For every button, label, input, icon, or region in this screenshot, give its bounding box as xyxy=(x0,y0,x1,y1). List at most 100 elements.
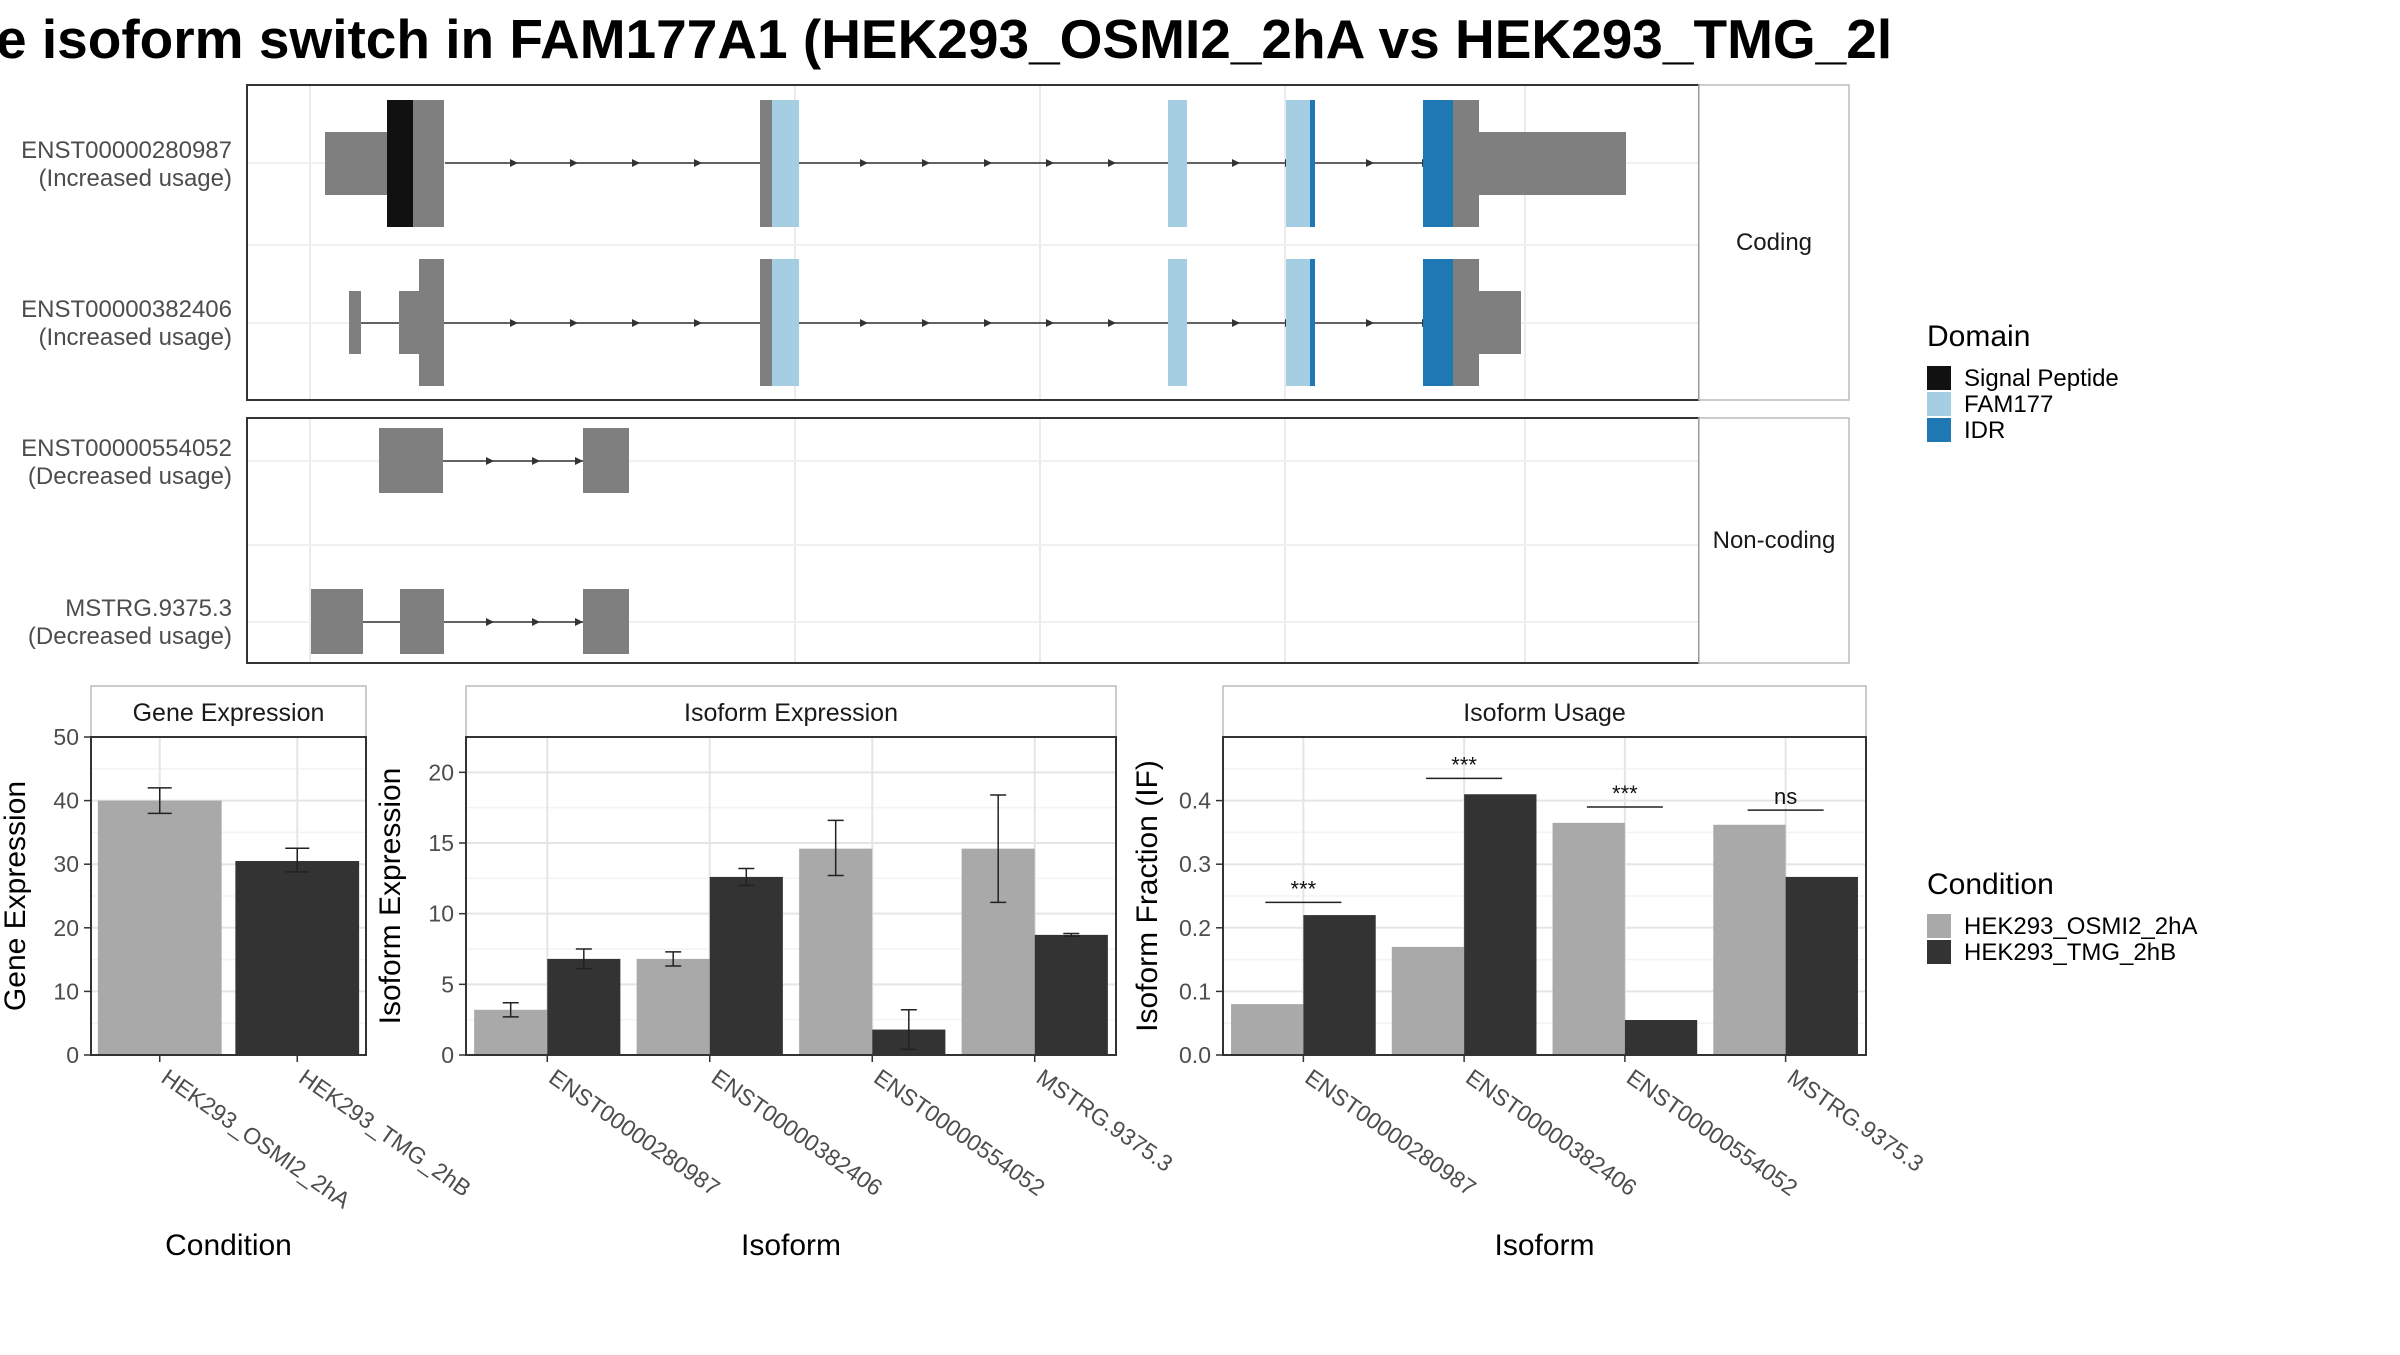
x-tick-label: ENST00000382406 xyxy=(1461,1064,1641,1201)
noncoding-exon xyxy=(583,589,629,654)
intron-arrow xyxy=(984,319,992,327)
fam177-domain xyxy=(1286,259,1310,386)
intron-arrow xyxy=(486,457,494,465)
y-tick-label: 50 xyxy=(53,724,79,750)
chart-panel-2: Isoform Expression 0 5 10 15 20 ENST0000028098… xyxy=(374,685,1178,1262)
idr-domain xyxy=(1310,100,1315,227)
transcript-track-enst00000280987 xyxy=(325,100,1626,227)
y-tick-label: 20 xyxy=(428,759,454,785)
y-tick-label: 30 xyxy=(53,851,79,877)
coding-exon xyxy=(413,100,444,227)
x-tick-label: ENST00000554052 xyxy=(1622,1064,1802,1201)
domain-legend: Domain Signal Peptide FAM177 IDR xyxy=(1927,320,2119,444)
transcript-track-mstrg-9375-3 xyxy=(311,589,629,654)
legend-swatch-fam177 xyxy=(1927,392,1951,416)
domain-legend-title: Domain xyxy=(1927,320,2030,353)
intron-arrow xyxy=(532,457,540,465)
bar xyxy=(1231,1004,1304,1055)
x-axis-title: Condition xyxy=(165,1229,292,1262)
y-tick-label: 0 xyxy=(441,1042,454,1068)
noncoding-exon xyxy=(379,428,443,493)
transcript-track-enst00000382406 xyxy=(349,259,1521,386)
fam177-domain xyxy=(1168,259,1187,386)
intron-arrow xyxy=(984,159,992,167)
panel-title: Gene Expression xyxy=(133,699,325,727)
y-tick-label: 10 xyxy=(53,978,79,1004)
x-axis-title: Isoform xyxy=(741,1229,841,1262)
bar xyxy=(1624,1020,1698,1055)
intron-arrow xyxy=(1366,319,1374,327)
bar xyxy=(1303,915,1376,1055)
x-tick-label: MSTRG.9375.3 xyxy=(1032,1064,1178,1177)
y-tick-label: 5 xyxy=(441,971,454,997)
noncoding-panel-frame xyxy=(246,417,1700,664)
facet-label-coding: Coding xyxy=(1736,229,1812,256)
legend-label-fam177: FAM177 xyxy=(1964,391,2053,418)
panel-frame xyxy=(90,736,367,1056)
y-tick-label: 0.0 xyxy=(1179,1042,1211,1068)
y-tick-label: 15 xyxy=(428,830,454,856)
condition-legend: Condition HEK293_OSMI2_2hA HEK293_TMG_2h… xyxy=(1927,868,2197,966)
y-tick-label: 10 xyxy=(428,901,454,927)
bar xyxy=(1552,822,1625,1055)
panel-title: Isoform Expression xyxy=(684,699,898,727)
fam177-domain xyxy=(1286,100,1310,227)
bar-charts: Gene Expression01020304050HEK293_OSMI2_2… xyxy=(0,685,1929,1262)
legend-label-cond2: HEK293_TMG_2hB xyxy=(1964,939,2176,966)
y-axis-title: Isoform Expression xyxy=(374,768,407,1025)
legend-swatch-cond2 xyxy=(1927,940,1951,964)
bar xyxy=(799,848,873,1055)
intron-arrow xyxy=(632,159,640,167)
utr-exon xyxy=(325,132,387,195)
y-tick-label: 40 xyxy=(53,788,79,814)
utr-exon xyxy=(349,291,361,354)
intron-arrow xyxy=(570,319,578,327)
y-axis-title: Gene Expression xyxy=(0,781,32,1011)
idr-domain xyxy=(1423,100,1453,227)
intron-arrow xyxy=(694,319,702,327)
transcript-label-id: ENST00000554052 xyxy=(21,435,232,462)
transcript-label-note: (Decreased usage) xyxy=(28,463,232,490)
y-axis-title: Isoform Fraction (IF) xyxy=(1131,760,1164,1032)
intron-arrow xyxy=(510,319,518,327)
transcript-label-id: MSTRG.9375.3 xyxy=(65,595,232,622)
panel-title: Isoform Usage xyxy=(1463,699,1626,727)
bar xyxy=(547,958,621,1055)
x-tick-label: ENST00000280987 xyxy=(1301,1064,1481,1201)
intron-arrow xyxy=(486,618,494,626)
bar xyxy=(235,861,360,1055)
transcript-structure-plot: Coding Non-coding ENST00000280987 (Incre… xyxy=(21,84,1850,664)
fam177-domain xyxy=(772,259,799,386)
y-tick-label: 0.2 xyxy=(1179,915,1211,941)
significance-label: *** xyxy=(1612,781,1638,806)
condition-legend-title: Condition xyxy=(1927,868,2054,901)
bar xyxy=(1713,824,1786,1055)
x-tick-label: MSTRG.9375.3 xyxy=(1783,1064,1929,1177)
fam177-domain xyxy=(1168,100,1187,227)
utr-exon xyxy=(1479,291,1521,354)
y-tick-label: 0.4 xyxy=(1179,788,1211,814)
intron-arrow xyxy=(1046,159,1054,167)
transcript-label-note: (Increased usage) xyxy=(39,165,232,192)
significance-label: ns xyxy=(1774,784,1797,809)
panel-strip xyxy=(1222,685,1867,738)
y-tick-label: 0.1 xyxy=(1179,978,1211,1004)
legend-label-signal-peptide: Signal Peptide xyxy=(1964,365,2119,392)
intron-arrow xyxy=(575,457,583,465)
utr-exon xyxy=(399,291,419,354)
panel-strip xyxy=(465,685,1117,738)
noncoding-exon xyxy=(400,589,444,654)
panel-frame xyxy=(1222,736,1867,1056)
intron-arrow xyxy=(860,159,868,167)
x-axis-title: Isoform xyxy=(1494,1229,1594,1262)
coding-exon xyxy=(1453,100,1479,227)
x-tick-label: ENST00000382406 xyxy=(707,1064,887,1201)
intron-arrow xyxy=(694,159,702,167)
fam177-domain xyxy=(772,100,799,227)
bar xyxy=(636,958,710,1055)
intron-arrow xyxy=(570,159,578,167)
figure-title: e isoform switch in FAM177A1 (HEK293_OSM… xyxy=(0,8,1892,70)
bar xyxy=(1785,876,1858,1055)
